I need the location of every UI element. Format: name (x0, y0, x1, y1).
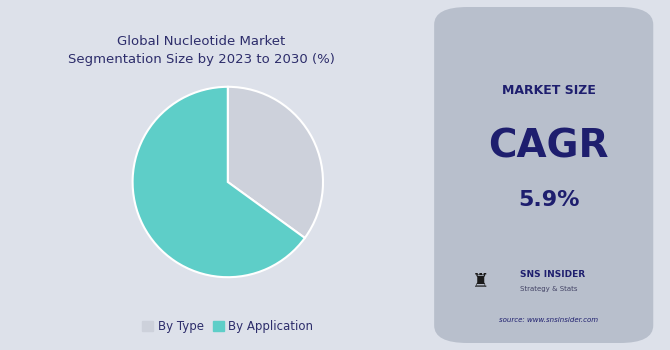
Text: ♜: ♜ (472, 272, 490, 291)
Wedge shape (133, 87, 305, 277)
Text: source: www.snsinsider.com: source: www.snsinsider.com (499, 317, 598, 323)
Text: SNS INSIDER: SNS INSIDER (520, 270, 585, 279)
Wedge shape (228, 87, 323, 238)
Text: 5.9%: 5.9% (518, 189, 580, 210)
FancyBboxPatch shape (434, 7, 653, 343)
FancyBboxPatch shape (7, 7, 421, 343)
Text: MARKET SIZE: MARKET SIZE (502, 84, 596, 98)
Text: Strategy & Stats: Strategy & Stats (520, 286, 577, 292)
Text: Global Nucleotide Market
Segmentation Size by 2023 to 2030 (%): Global Nucleotide Market Segmentation Si… (68, 35, 334, 66)
Text: CAGR: CAGR (488, 128, 609, 166)
Legend: By Type, By Application: By Type, By Application (137, 315, 318, 338)
